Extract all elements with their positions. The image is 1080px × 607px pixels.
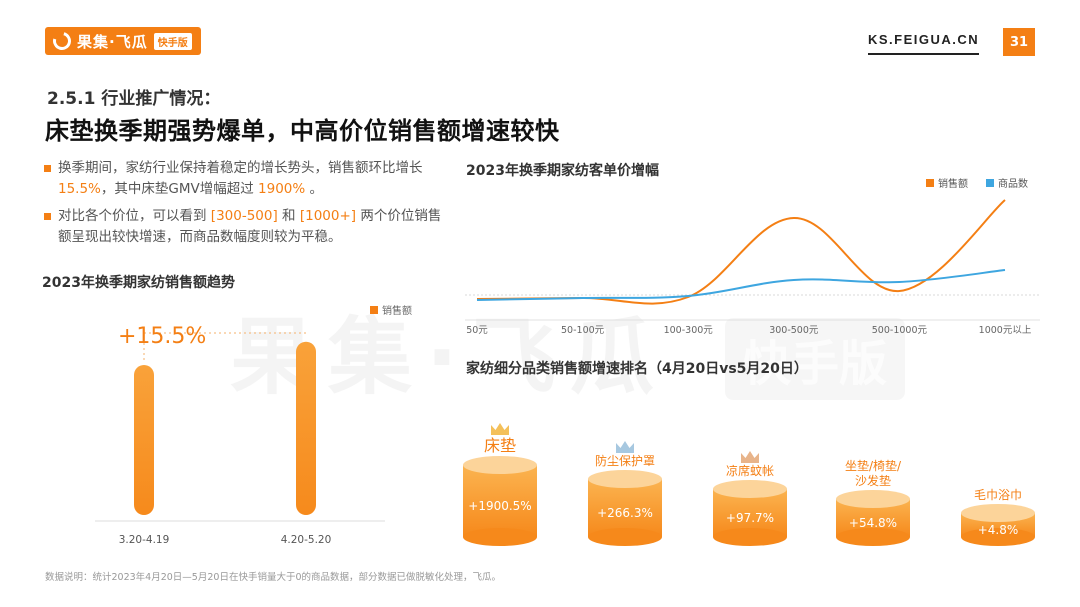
logo-mark-icon [49, 28, 75, 54]
x-tick-label: 4.20-5.20 [281, 534, 332, 546]
watermark-badge: 快手版 [725, 318, 905, 400]
bullet-text: 换季期间，家纺行业保持着稳定的增长势头，销售额环比增长 [58, 160, 423, 176]
crown-icon [491, 423, 509, 435]
category-label: 防尘保护罩 [595, 453, 655, 468]
series-line-count [476, 269, 1006, 301]
sales-trend-title: 2023年换季期家纺销售额趋势 [42, 275, 235, 291]
category-label: 沙发垫 [855, 473, 891, 488]
price-growth-title: 2023年换季期家纺客单价增幅 [466, 163, 659, 179]
bullet-text: 两个价位销售额呈现出较快增速，而商品数幅度则较为平稳。 [58, 208, 442, 245]
cylinder-1: +266.3% 防尘保护罩 [588, 441, 662, 546]
bullet-text: 对比各个价位，可以看到 [58, 208, 211, 224]
page-title: 床垫换季期强势爆单，中高价位销售额增速较快 [45, 117, 560, 145]
highlight-text: [1000+] [299, 208, 357, 224]
x-tick-label: 300-500元 [769, 325, 819, 336]
legend-label: 销售额 [382, 304, 412, 317]
bullet-list: 换季期间，家纺行业保持着稳定的增长势头，销售额环比增长 15.5%，其中床垫GM… [44, 158, 444, 254]
cylinder-top [588, 470, 662, 488]
data-footnote: 数据说明：统计2023年4月20日—5月20日在快手销量大于0的商品数据，部分数… [45, 572, 501, 583]
legend-label: 商品数 [998, 177, 1028, 190]
cylinder-body [588, 479, 662, 537]
cylinder-top [713, 480, 787, 498]
bar-4.20-5.20 [296, 341, 316, 515]
cylinder-top [961, 504, 1035, 522]
highlight-text: 1900% [258, 181, 306, 197]
cylinder-4: +4.8% 毛巾浴巾 [961, 488, 1035, 546]
legend-swatch [926, 179, 934, 187]
growth-annotation: +15.5% [118, 324, 206, 349]
bullet-item: 对比各个价位，可以看到 [300-500] 和 [1000+] 两个价位销售额呈… [44, 206, 444, 248]
bullet-text: 。 [305, 181, 324, 197]
cylinder-bottom [713, 528, 787, 546]
bullet-item: 换季期间，家纺行业保持着稳定的增长势头，销售额环比增长 15.5%，其中床垫GM… [44, 158, 444, 200]
category-label: 床垫 [484, 436, 516, 455]
cylinder-2: +97.7% 凉席蚊帐 [713, 451, 787, 546]
growth-label: +266.3% [597, 506, 653, 520]
crown-icon [741, 451, 759, 463]
x-tick-label: 3.20-4.19 [119, 534, 170, 546]
growth-label: +4.8% [978, 523, 1019, 537]
legend-label: 销售额 [938, 177, 968, 190]
cylinder-body [463, 465, 537, 537]
logo-text: 果集·飞瓜 [77, 32, 148, 51]
cylinder-top [836, 490, 910, 508]
highlight-text: 15.5% [58, 181, 101, 197]
cylinder-bottom [836, 528, 910, 546]
bar-3.20-4.19 [134, 365, 154, 515]
x-tick-label: 500-1000元 [872, 325, 928, 336]
category-growth-title: 家纺细分品类销售额增速排名（4月20日vs5月20日） [466, 361, 808, 377]
category-growth-chart: +1900.5% 床垫 +266.3% 防尘保护罩 +97.7% 凉席蚊帐 +54.8% 坐垫… [463, 423, 1035, 546]
growth-label: +54.8% [849, 516, 897, 530]
site-url[interactable]: KS.FEIGUA.CN [868, 32, 980, 55]
section-subtitle: 2.5.1 行业推广情况： [47, 89, 221, 109]
category-label: 凉席蚊帐 [726, 463, 774, 478]
category-label: 坐垫/椅垫/ [845, 458, 902, 473]
x-tick-label: 50元 [466, 325, 488, 336]
legend-swatch [370, 306, 378, 314]
cylinder-top [463, 456, 537, 474]
category-label: 毛巾浴巾 [974, 488, 1022, 502]
growth-label: +97.7% [726, 511, 774, 525]
logo-badge: 快手版 [153, 32, 192, 50]
price-growth-chart: 50元 50-100元 100-300元 300-500元 500-1000元 1000元… [465, 177, 1040, 336]
page-number: 31 [1003, 28, 1035, 56]
growth-label: +1900.5% [468, 499, 531, 513]
bullet-text: 和 [277, 208, 300, 224]
x-tick-label: 100-300元 [664, 325, 714, 336]
x-tick-label: 1000元以上 [979, 325, 1032, 336]
brand-logo: 果集·飞瓜 快手版 [45, 27, 201, 55]
cylinder-bottom [463, 528, 537, 546]
cylinder-0: +1900.5% 床垫 [463, 423, 537, 546]
cylinder-3: +54.8% 坐垫/椅垫/沙发垫 [836, 458, 910, 546]
legend-swatch [986, 179, 994, 187]
highlight-text: [300-500] [210, 208, 278, 224]
cylinder-bottom [588, 528, 662, 546]
bullet-text: ，其中床垫GMV增幅超过 [100, 181, 259, 197]
crown-icon [616, 441, 634, 453]
cylinder-bottom [961, 528, 1035, 546]
sales-trend-chart: 销售额 3.20-4.19 4.20-5.20 +15.5% [95, 304, 412, 546]
x-tick-label: 50-100元 [561, 325, 605, 336]
